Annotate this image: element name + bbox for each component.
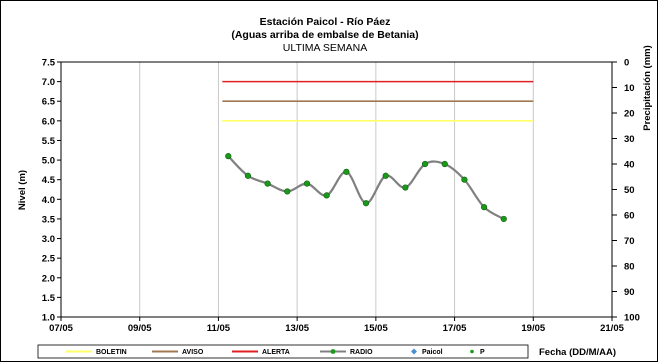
x-tick-label: 19/05 [521,323,545,334]
series-point-radio [441,160,448,168]
y-axis-label: Nivel (m) [17,170,28,210]
series-point-radio [284,188,291,195]
y-tick-label: 6.0 [42,116,55,127]
legend-label-boletin: BOLETIN [96,349,127,356]
plot-frame [60,61,613,318]
y2-tick-label: 60 [624,211,635,222]
legend-items: BOLETIN AVISO ALERTA RADIO Paicol P [66,348,485,356]
legend-label-alerta: ALERTA [262,349,290,356]
y-tick-label: 3.0 [42,234,55,245]
x-tick-label: 21/05 [600,323,624,334]
legend-marker-paicol [411,348,417,355]
series-layer [225,153,507,223]
y-tick-label: 6.5 [42,97,56,108]
x-tick-label: 15/05 [364,323,388,334]
series-point-radio [461,176,468,183]
threshold-lines [222,80,534,122]
y2-tick-label: 90 [624,287,635,298]
y2-tick-label: 0 [624,58,629,69]
y-tick-label: 4.0 [42,195,55,206]
y2-tick-label: 80 [624,262,635,273]
y-tick-label: 7.0 [42,77,55,88]
legend-box [37,344,529,359]
series-point-radio [480,204,488,211]
y2-axis-label: Precipitación (mm) [642,45,653,131]
y2-tick-label: 50 [624,185,635,196]
series-point-radio [421,160,429,168]
x-tick-label: 11/05 [207,323,231,334]
y-tick-label: 1.0 [42,313,55,324]
y-tick-label: 2.5 [42,254,56,265]
y2-tick-label: 40 [624,160,635,171]
plot-area [60,61,613,318]
series-point-radio [225,153,232,160]
chart-subtitle-2: ULTIMA SEMANA [283,42,367,54]
series-point-radio [402,184,409,191]
legend-label-p: P [480,349,485,356]
grid-vertical [139,62,534,317]
y2-tick-label: 100 [624,313,640,324]
series-point-radio [303,180,311,187]
y-tick-label: 2.0 [42,273,55,284]
y2-tick-label: 10 [624,83,635,94]
x-tick-label: 09/05 [128,323,152,334]
x-axis: 07/05 09/05 11/05 13/05 15/05 17/05 19/05 21/05 [49,317,625,334]
x-tick-label: 07/05 [49,323,73,334]
series-point-radio [500,215,507,223]
series-point-radio [362,200,370,207]
legend-marker-radio [330,349,336,354]
series-point-radio [264,180,271,187]
legend-marker-p [470,349,474,354]
series-point-radio [244,172,252,179]
series-point-radio [323,192,330,199]
x-axis-label: Fecha (DD/M/AA) [539,347,616,358]
chart-title: Estación Paicol - Río Páez [260,16,391,28]
legend-label-aviso: AVISO [182,349,204,356]
y-axis-left: 1.0 1.5 2.0 2.5 3.0 3.5 4.0 4.5 5.0 5.5 6.0 6.5 7.0 7… [42,58,61,324]
chart-subtitle: (Aguas arriba de embalse de Betania) [231,29,418,41]
series-point-radio [343,168,350,175]
y-tick-label: 7.5 [42,58,56,69]
y-tick-label: 5.5 [42,136,56,147]
y-tick-label: 4.5 [42,175,56,186]
y2-tick-label: 30 [624,134,635,145]
y-tick-label: 3.5 [42,214,56,225]
series-point-radio [382,172,389,179]
legend-label-paicol: Paicol [422,349,443,356]
legend-label-radio: RADIO [350,349,373,356]
x-tick-label: 13/05 [285,323,309,334]
y2-tick-label: 70 [624,236,635,247]
y-tick-label: 5.0 [42,156,55,167]
legend: BOLETIN AVISO ALERTA RADIO Paicol P [37,344,529,359]
y-axis-right: 0 10 20 30 40 50 60 70 80 90 100 [612,58,640,324]
y-tick-label: 1.5 [42,293,56,304]
y2-tick-label: 20 [624,109,635,120]
x-tick-label: 17/05 [443,323,467,334]
